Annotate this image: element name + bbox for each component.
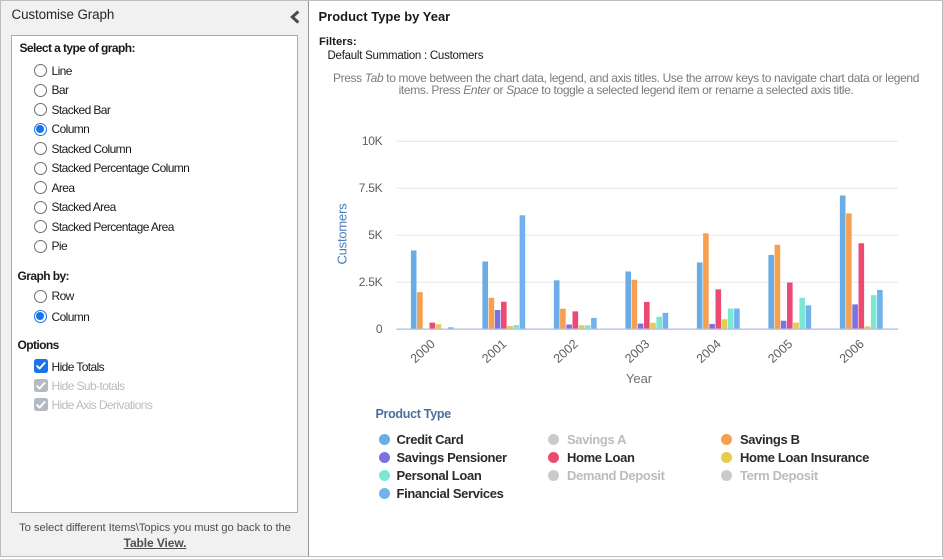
svg-text:2.5K: 2.5K: [359, 275, 383, 289]
svg-text:2004: 2004: [694, 337, 724, 366]
svg-text:2000: 2000: [408, 337, 438, 366]
svg-text:0: 0: [376, 322, 383, 336]
svg-text:5K: 5K: [368, 228, 382, 242]
svg-text:2005: 2005: [765, 337, 795, 366]
svg-text:7.5K: 7.5K: [359, 181, 383, 195]
svg-text:2002: 2002: [551, 337, 581, 366]
svg-text:2003: 2003: [622, 337, 652, 366]
svg-text:2006: 2006: [837, 337, 867, 366]
svg-text:Customers: Customers: [335, 203, 350, 265]
svg-text:2001: 2001: [479, 337, 509, 366]
svg-text:Year: Year: [626, 371, 653, 386]
svg-text:10K: 10K: [362, 134, 383, 148]
